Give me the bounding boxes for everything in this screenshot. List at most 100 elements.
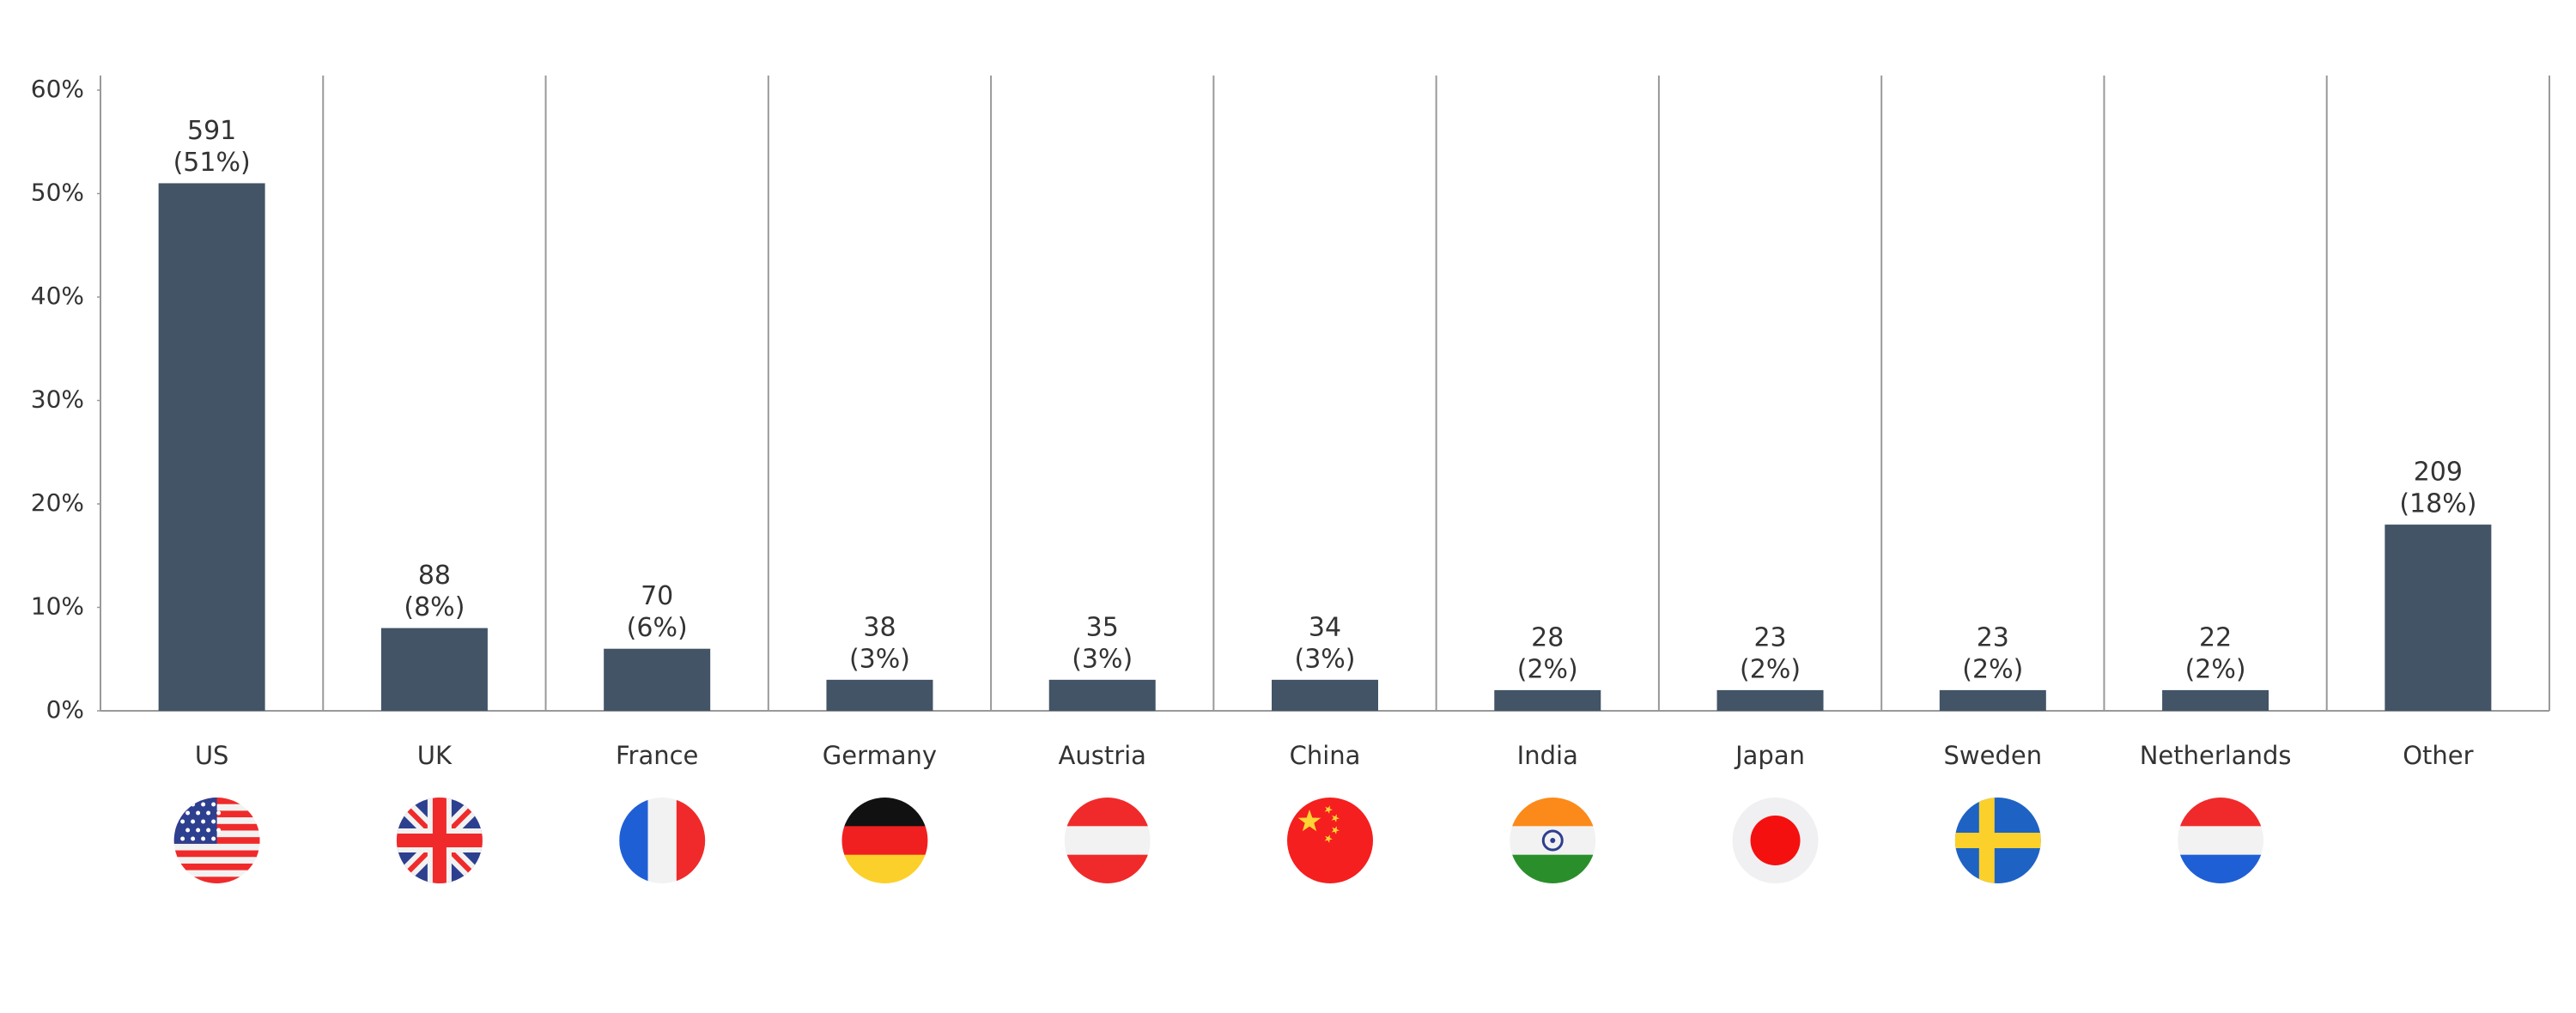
x-tick-label: China [1290,741,1361,770]
flag-star [196,828,201,833]
flag-star [206,810,211,816]
bar-count-label: 70 [641,581,673,611]
bar-value-label: (3%) [1072,644,1133,674]
bar [1939,689,2046,711]
flag-stripe [647,798,677,883]
bar [1272,679,1378,711]
bar-value-label: (2%) [1517,654,1578,684]
flag-stripe [2178,854,2264,883]
flag-icon [1954,798,2041,883]
flag-stripe [676,798,706,883]
flag-star [185,810,191,816]
x-tick-label: Other [2403,741,2473,770]
y-tick-label: 20% [31,488,84,517]
x-tick-label: France [616,741,698,770]
flag-stripe [173,877,260,883]
bar-value-label: (8%) [404,592,465,622]
bar-count-label: 34 [1309,612,1341,642]
flag-cross [396,834,483,847]
flag-canton [173,798,217,844]
y-tick-label: 10% [31,592,84,621]
flag-icon [173,798,260,883]
bar [1048,679,1156,711]
flag-star [1324,834,1333,843]
flag-icon [396,798,483,883]
flag-star [180,836,185,841]
flag-star [185,828,191,833]
flag-star [180,819,185,824]
flag-stripe [1064,798,1151,827]
x-tick-label: Sweden [1944,741,2043,770]
flag-stripe [173,857,260,864]
bar-count-label: 23 [1977,622,2009,652]
bar [380,628,488,711]
flag-star [206,828,211,833]
flag-cross [1954,833,2041,848]
flag-star [180,802,185,807]
bar-value-label: (6%) [627,613,688,643]
x-tick-label: India [1517,741,1578,770]
bar-value-label: (2%) [2185,654,2246,684]
flag-icon [619,798,706,883]
bar-count-label: 38 [863,612,896,642]
flag-icon [1510,798,1596,883]
bar-value-label: (2%) [1740,654,1801,684]
flag-wheel [1541,829,1564,852]
flag-icon [1732,798,1819,883]
flag-star [1324,805,1333,814]
flag-stripe [841,826,928,856]
y-tick-label: 30% [31,385,84,414]
y-tick-label: 60% [31,75,84,103]
flag-star [211,802,216,807]
flag-star [191,819,196,824]
bar-count-label: 209 [2414,458,2463,488]
flag-icon [1287,798,1373,883]
flag-stripe [1064,826,1151,856]
bar [2162,689,2269,711]
flag-stripe [1064,854,1151,883]
flag-stripe [841,798,928,827]
bar-value-label: (2%) [1962,654,2023,684]
flag-star [1297,810,1321,832]
flag-star [201,836,206,841]
flag-star [201,819,206,824]
flag-star [211,836,216,841]
flag-stripe [173,870,260,877]
x-tick-label: Japan [1734,741,1805,770]
flag-icon [2178,798,2264,883]
bar-count-label: 28 [1531,622,1564,652]
flag-star [191,836,196,841]
bar [2385,525,2492,711]
flag-icon [841,798,928,883]
bar [1716,689,1824,711]
flag-star [211,819,216,824]
bar-count-label: 88 [418,561,451,591]
bar [1494,689,1601,711]
bar-count-label: 591 [187,116,236,146]
y-tick-label: 50% [31,179,84,207]
bar-count-label: 35 [1086,612,1119,642]
x-tick-label: Austria [1059,741,1146,770]
flag-star [1331,814,1340,822]
bar [158,183,265,711]
x-tick-label: UK [417,741,453,770]
flag-stripe [1510,798,1596,827]
flag-stripe [173,850,260,858]
bar-count-label: 22 [2199,622,2232,652]
x-tick-label: US [195,741,229,770]
x-tick-label: Netherlands [2140,741,2292,770]
bar-value-label: (18%) [2399,489,2476,519]
x-tick-label: Germany [823,741,937,770]
bar [604,648,711,711]
flag-star [216,828,222,833]
bar-count-label: 23 [1753,622,1786,652]
flag-star [201,802,206,807]
flag-stripe [173,863,260,871]
flag-disc [1750,816,1801,865]
bar-value-label: (51%) [173,148,251,178]
flag-stripe [841,854,928,883]
flag-stripe [2178,826,2264,856]
y-tick-label: 0% [46,695,84,724]
